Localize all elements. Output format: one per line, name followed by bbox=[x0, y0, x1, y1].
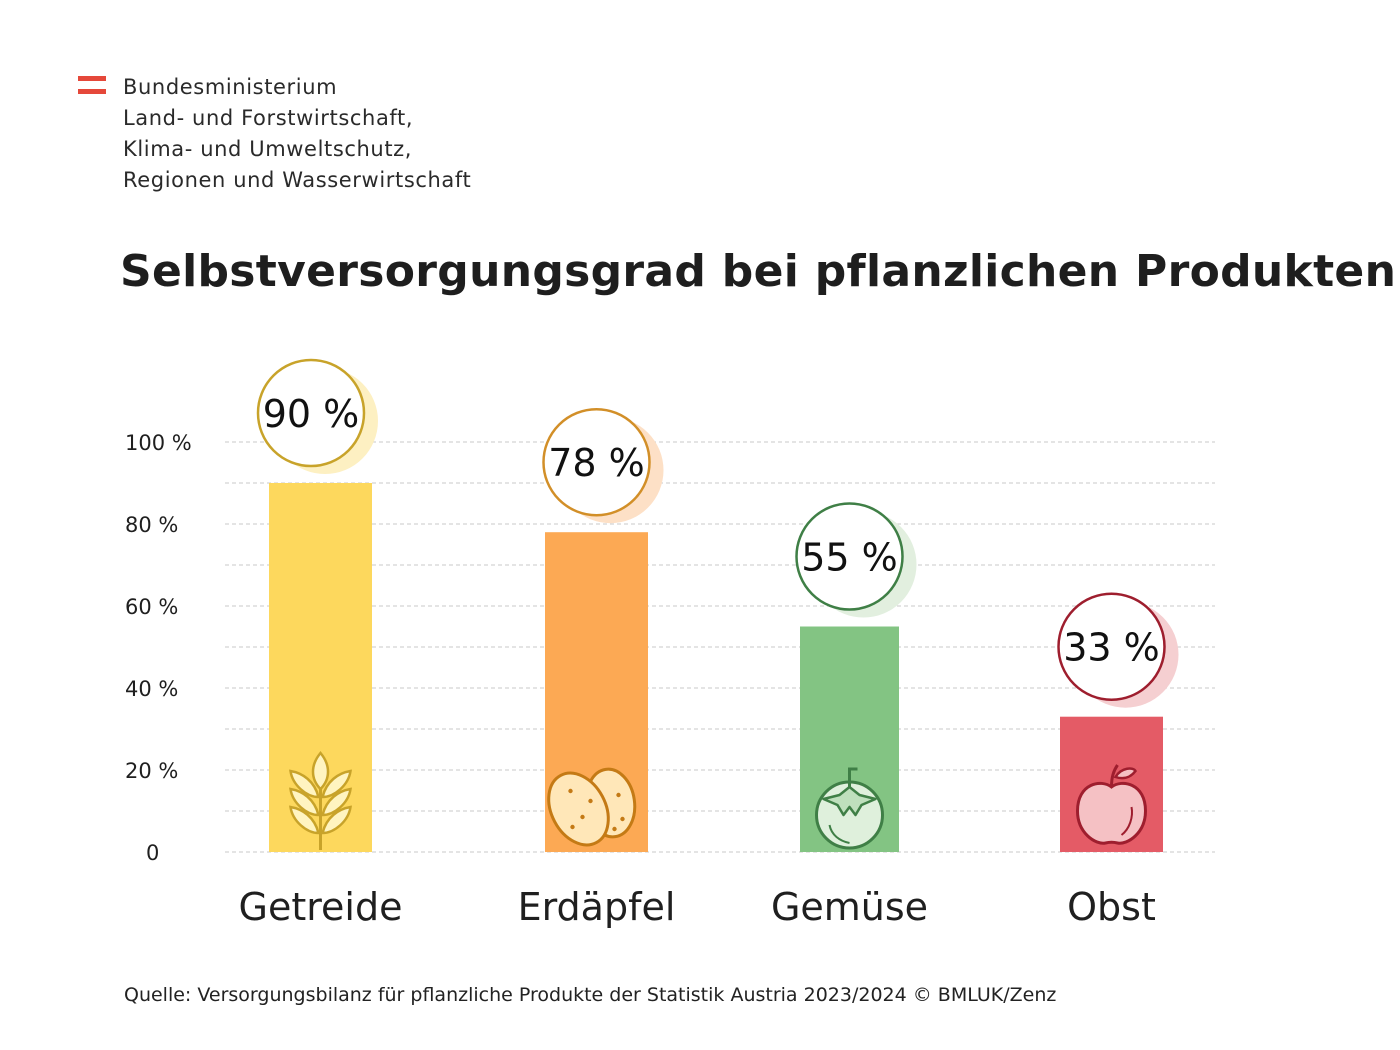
value-badge bbox=[795, 502, 904, 611]
value-label: 90 % bbox=[263, 392, 360, 436]
ministry-line-3: Klima- und Umweltschutz, bbox=[123, 137, 413, 161]
y-tick-label: 40 % bbox=[125, 677, 178, 701]
ministry-line-4: Regionen und Wasserwirtschaft bbox=[123, 168, 472, 192]
category-label: Obst bbox=[1067, 885, 1156, 929]
source-note: Quelle: Versorgungsbilanz für pflanzlich… bbox=[124, 984, 1057, 1006]
y-tick-label: 20 % bbox=[125, 759, 178, 783]
category-label: Getreide bbox=[239, 885, 403, 929]
value-badge bbox=[542, 407, 651, 517]
chart-title: Selbstversorgungsgrad bei pflanzlichen P… bbox=[120, 246, 1397, 297]
y-tick-label: 0 bbox=[146, 841, 159, 865]
y-tick-label: 60 % bbox=[125, 595, 178, 619]
apple-icon bbox=[1075, 764, 1148, 845]
y-tick-label: 100 % bbox=[125, 431, 192, 455]
austria-flag-logo-icon bbox=[78, 76, 106, 94]
value-label: 55 % bbox=[801, 536, 898, 580]
value-label: 78 % bbox=[548, 441, 645, 485]
category-label: Gemüse bbox=[771, 885, 928, 929]
potato-icon bbox=[547, 767, 637, 847]
value-badge bbox=[256, 358, 366, 468]
ministry-line-1: Bundesministerium bbox=[123, 75, 338, 99]
y-tick-label: 80 % bbox=[125, 513, 178, 537]
category-label: Erdäpfel bbox=[518, 885, 676, 929]
wheat-icon bbox=[289, 751, 352, 850]
value-label: 33 % bbox=[1063, 626, 1160, 670]
ministry-name: Bundesministerium Land- und Forstwirtsch… bbox=[123, 72, 643, 196]
tomato-icon bbox=[815, 767, 884, 850]
ministry-line-2: Land- und Forstwirtschaft, bbox=[123, 106, 414, 130]
value-badge bbox=[1057, 592, 1166, 701]
